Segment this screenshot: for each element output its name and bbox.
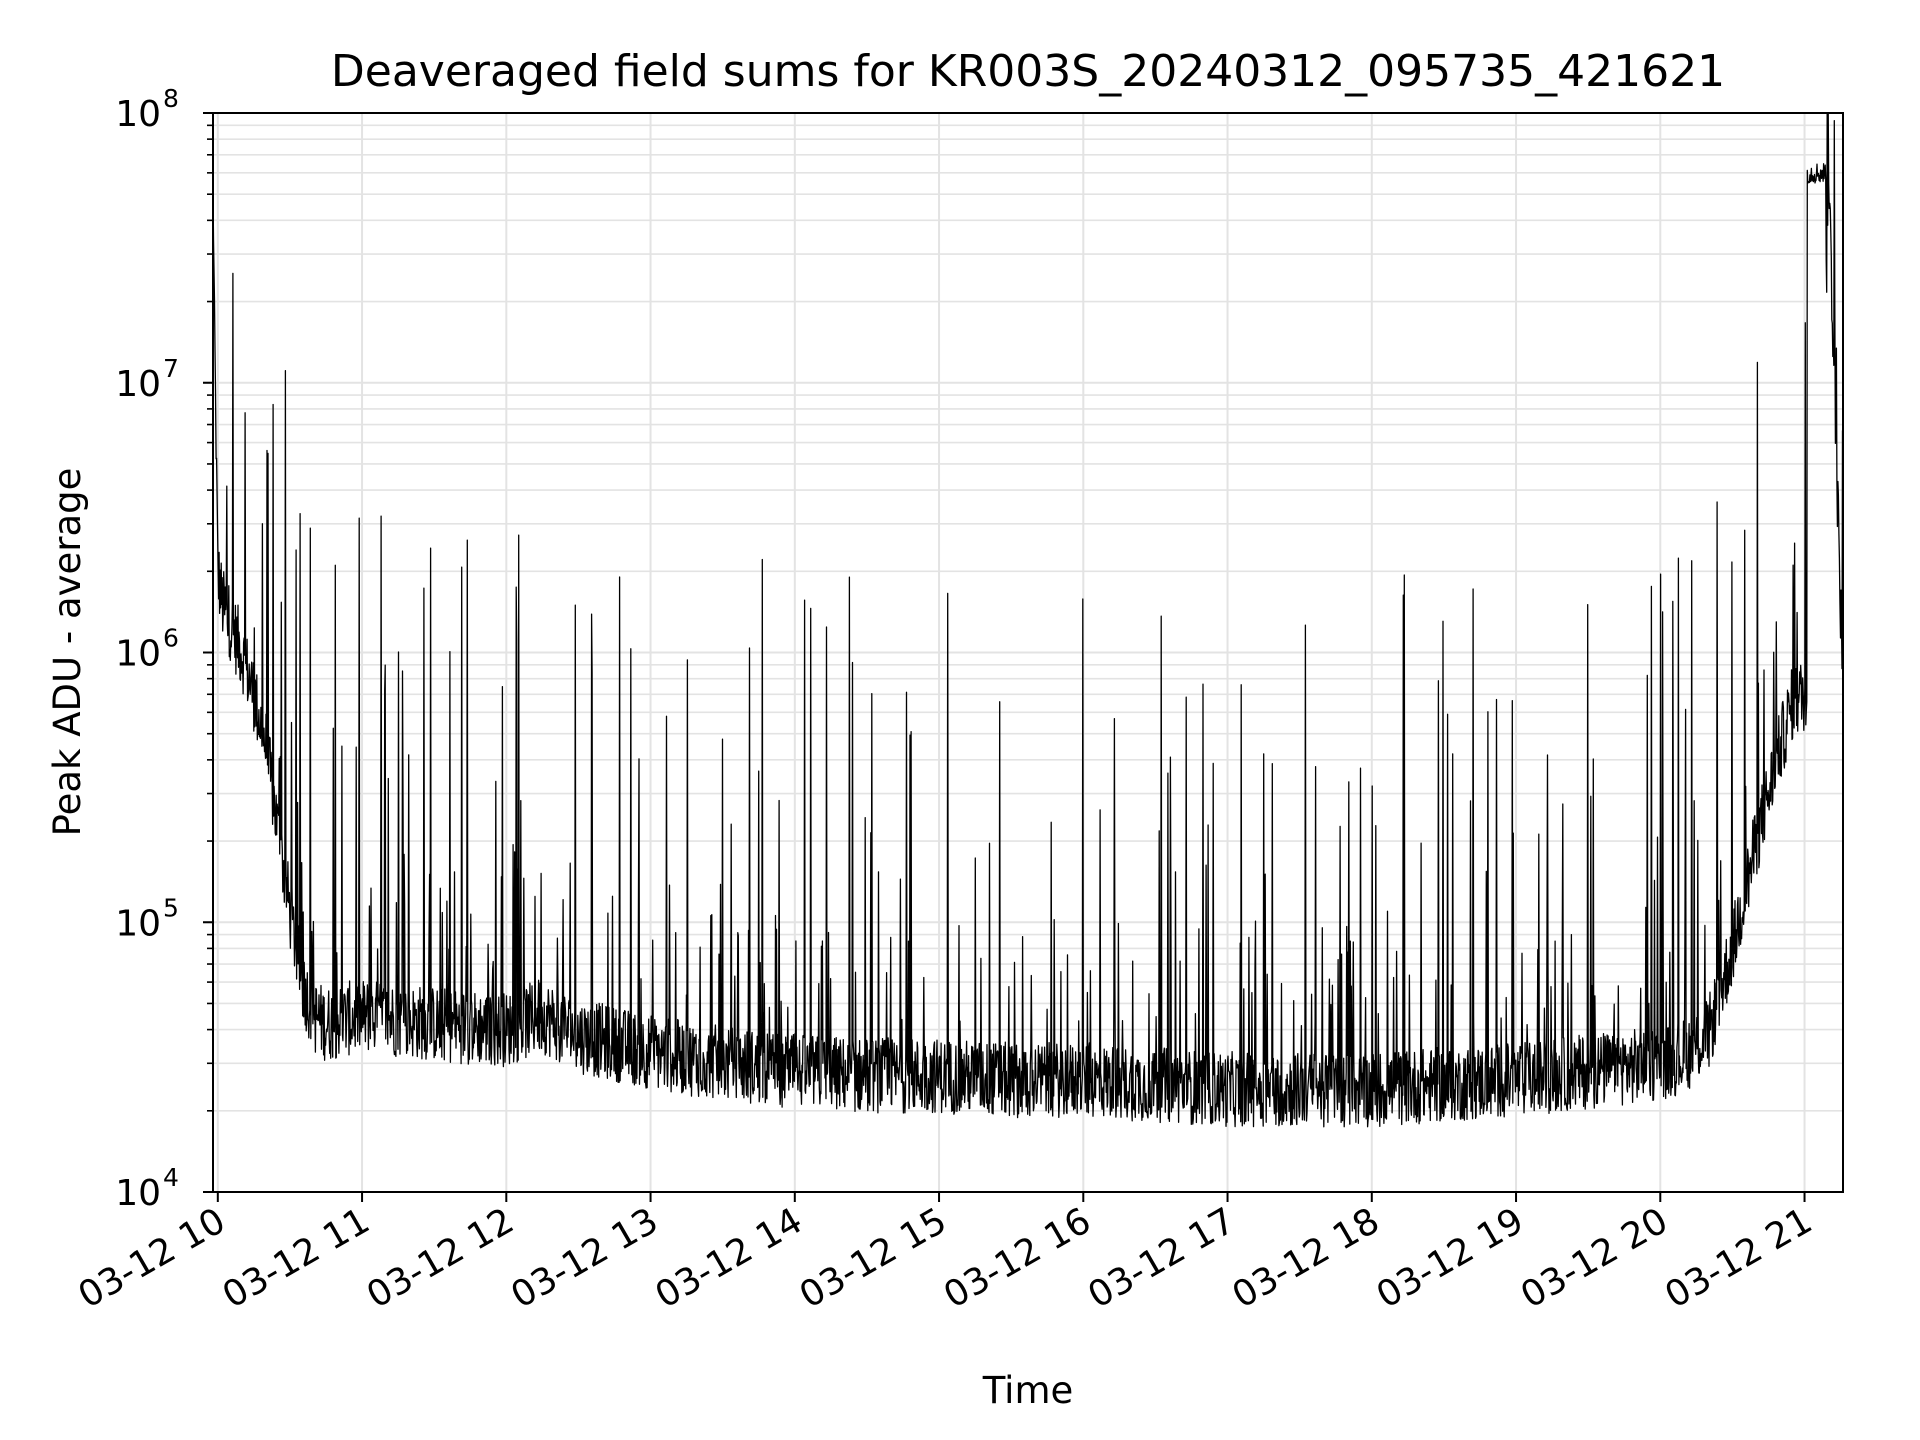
chart-title: Deaveraged field sums for KR003S_2024031… (331, 46, 1725, 97)
y-tick-exponent: 7 (163, 354, 179, 383)
y-tick-label: 10 (115, 1173, 161, 1214)
y-tick-label: 10 (115, 364, 161, 405)
y-tick-label: 10 (115, 634, 161, 675)
y-tick-label: 10 (115, 903, 161, 944)
series-line (213, 113, 1843, 1128)
y-tick-label: 10 (115, 94, 161, 135)
y-axis-label: Peak ADU - average (46, 468, 89, 837)
y-tick-exponent: 5 (163, 893, 179, 922)
plot-area (213, 113, 1843, 1128)
y-tick-exponent: 4 (163, 1163, 179, 1192)
y-tick-exponent: 8 (163, 84, 179, 113)
y-tick-exponent: 6 (163, 624, 179, 653)
x-axis-label: Time (982, 1369, 1074, 1412)
